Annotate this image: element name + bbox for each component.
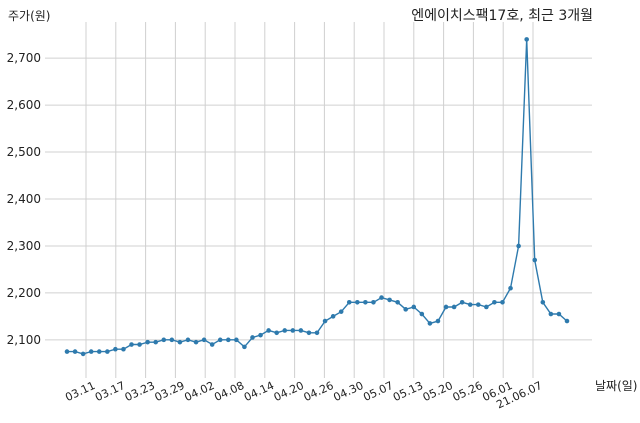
- price-point: [145, 339, 150, 345]
- price-point: [266, 328, 271, 333]
- price-point: [427, 321, 433, 326]
- y-tick-label: 2,500: [7, 145, 41, 159]
- y-tick-label: 2,600: [7, 98, 41, 112]
- price-point: [306, 330, 312, 336]
- y-tick-label: 2,400: [7, 192, 41, 206]
- grid-lines: [45, 22, 592, 378]
- x-tick-label: 03.11: [63, 379, 97, 404]
- price-point: [395, 299, 400, 305]
- price-point: [121, 346, 126, 352]
- price-point: [80, 351, 86, 357]
- price-point: [193, 339, 199, 345]
- price-point: [274, 330, 279, 336]
- price-point: [516, 243, 521, 249]
- x-tick-label: 05.26: [451, 379, 485, 404]
- price-point: [435, 318, 441, 324]
- price-point: [379, 295, 384, 300]
- chart-title: 엔에이치스팩17호, 최근 3개월: [411, 8, 593, 24]
- x-tick-label: 03.29: [153, 379, 187, 404]
- price-point: [217, 337, 223, 343]
- price-point: [322, 318, 328, 324]
- price-point: [282, 328, 288, 333]
- price-point: [338, 309, 344, 314]
- price-point: [467, 302, 473, 307]
- price-point: [72, 349, 78, 354]
- price-point: [209, 342, 215, 347]
- y-tick-label: 2,200: [7, 286, 41, 300]
- price-point: [524, 37, 529, 42]
- x-tick-label: 04.26: [302, 379, 336, 404]
- y-axis-ticks: 2,100 2,200 2,300 2,400 2,500 2,600 2,700: [7, 51, 41, 347]
- price-point: [298, 328, 304, 333]
- y-axis-label: 주가(원): [8, 9, 50, 23]
- y-tick-label: 2,700: [7, 51, 41, 65]
- x-tick-label: 04.30: [331, 379, 365, 404]
- price-point: [346, 299, 352, 305]
- x-tick-label: 04.08: [212, 379, 246, 404]
- price-point: [403, 307, 409, 312]
- price-point: [242, 344, 247, 350]
- price-point: [556, 311, 562, 317]
- x-tick-label: 03.17: [93, 379, 127, 404]
- price-point: [355, 299, 360, 305]
- price-point: [443, 304, 449, 310]
- price-points: [64, 37, 570, 357]
- price-point: [500, 299, 505, 305]
- x-tick-label: 04.02: [182, 379, 216, 404]
- price-point: [419, 311, 425, 317]
- price-point: [88, 349, 94, 354]
- price-point: [225, 337, 231, 343]
- price-point: [96, 349, 102, 354]
- x-axis-ticks: 03.1103.1703.2303.2904.0204.0804.1404.20…: [63, 379, 544, 411]
- x-tick-label: 05.20: [421, 379, 455, 404]
- price-line: [67, 39, 568, 355]
- price-point: [564, 318, 570, 324]
- price-point: [250, 335, 255, 340]
- price-point: [185, 337, 191, 343]
- price-point: [290, 328, 296, 333]
- price-point: [153, 339, 159, 345]
- price-point: [508, 285, 513, 291]
- price-point: [475, 302, 481, 307]
- price-point: [137, 342, 142, 347]
- price-point: [177, 339, 183, 345]
- price-point: [314, 330, 320, 336]
- price-point: [201, 337, 207, 343]
- price-point: [105, 349, 110, 354]
- x-axis-label: 날짜(일): [595, 379, 637, 393]
- price-point: [484, 304, 489, 310]
- x-tick-label: 04.14: [242, 379, 276, 404]
- price-point: [330, 314, 336, 319]
- price-point: [169, 337, 175, 343]
- x-tick-label: 04.20: [272, 379, 306, 404]
- price-point: [161, 337, 167, 343]
- x-tick-label: 03.23: [123, 379, 157, 404]
- price-point: [234, 337, 239, 343]
- x-tick-label: 05.13: [391, 379, 425, 404]
- price-point: [64, 349, 70, 354]
- price-point: [459, 299, 465, 305]
- price-point: [492, 299, 497, 305]
- y-tick-label: 2,100: [7, 333, 41, 347]
- price-point: [387, 297, 392, 303]
- price-point: [129, 342, 134, 347]
- price-point: [532, 257, 538, 263]
- price-point: [363, 299, 368, 305]
- price-point: [548, 311, 554, 317]
- x-tick-label: 05.07: [361, 379, 395, 404]
- price-point: [113, 346, 118, 352]
- y-tick-label: 2,300: [7, 239, 41, 253]
- price-point: [540, 299, 546, 305]
- price-point: [411, 304, 417, 310]
- price-point: [371, 299, 376, 305]
- price-point: [258, 332, 263, 338]
- price-point: [451, 304, 457, 310]
